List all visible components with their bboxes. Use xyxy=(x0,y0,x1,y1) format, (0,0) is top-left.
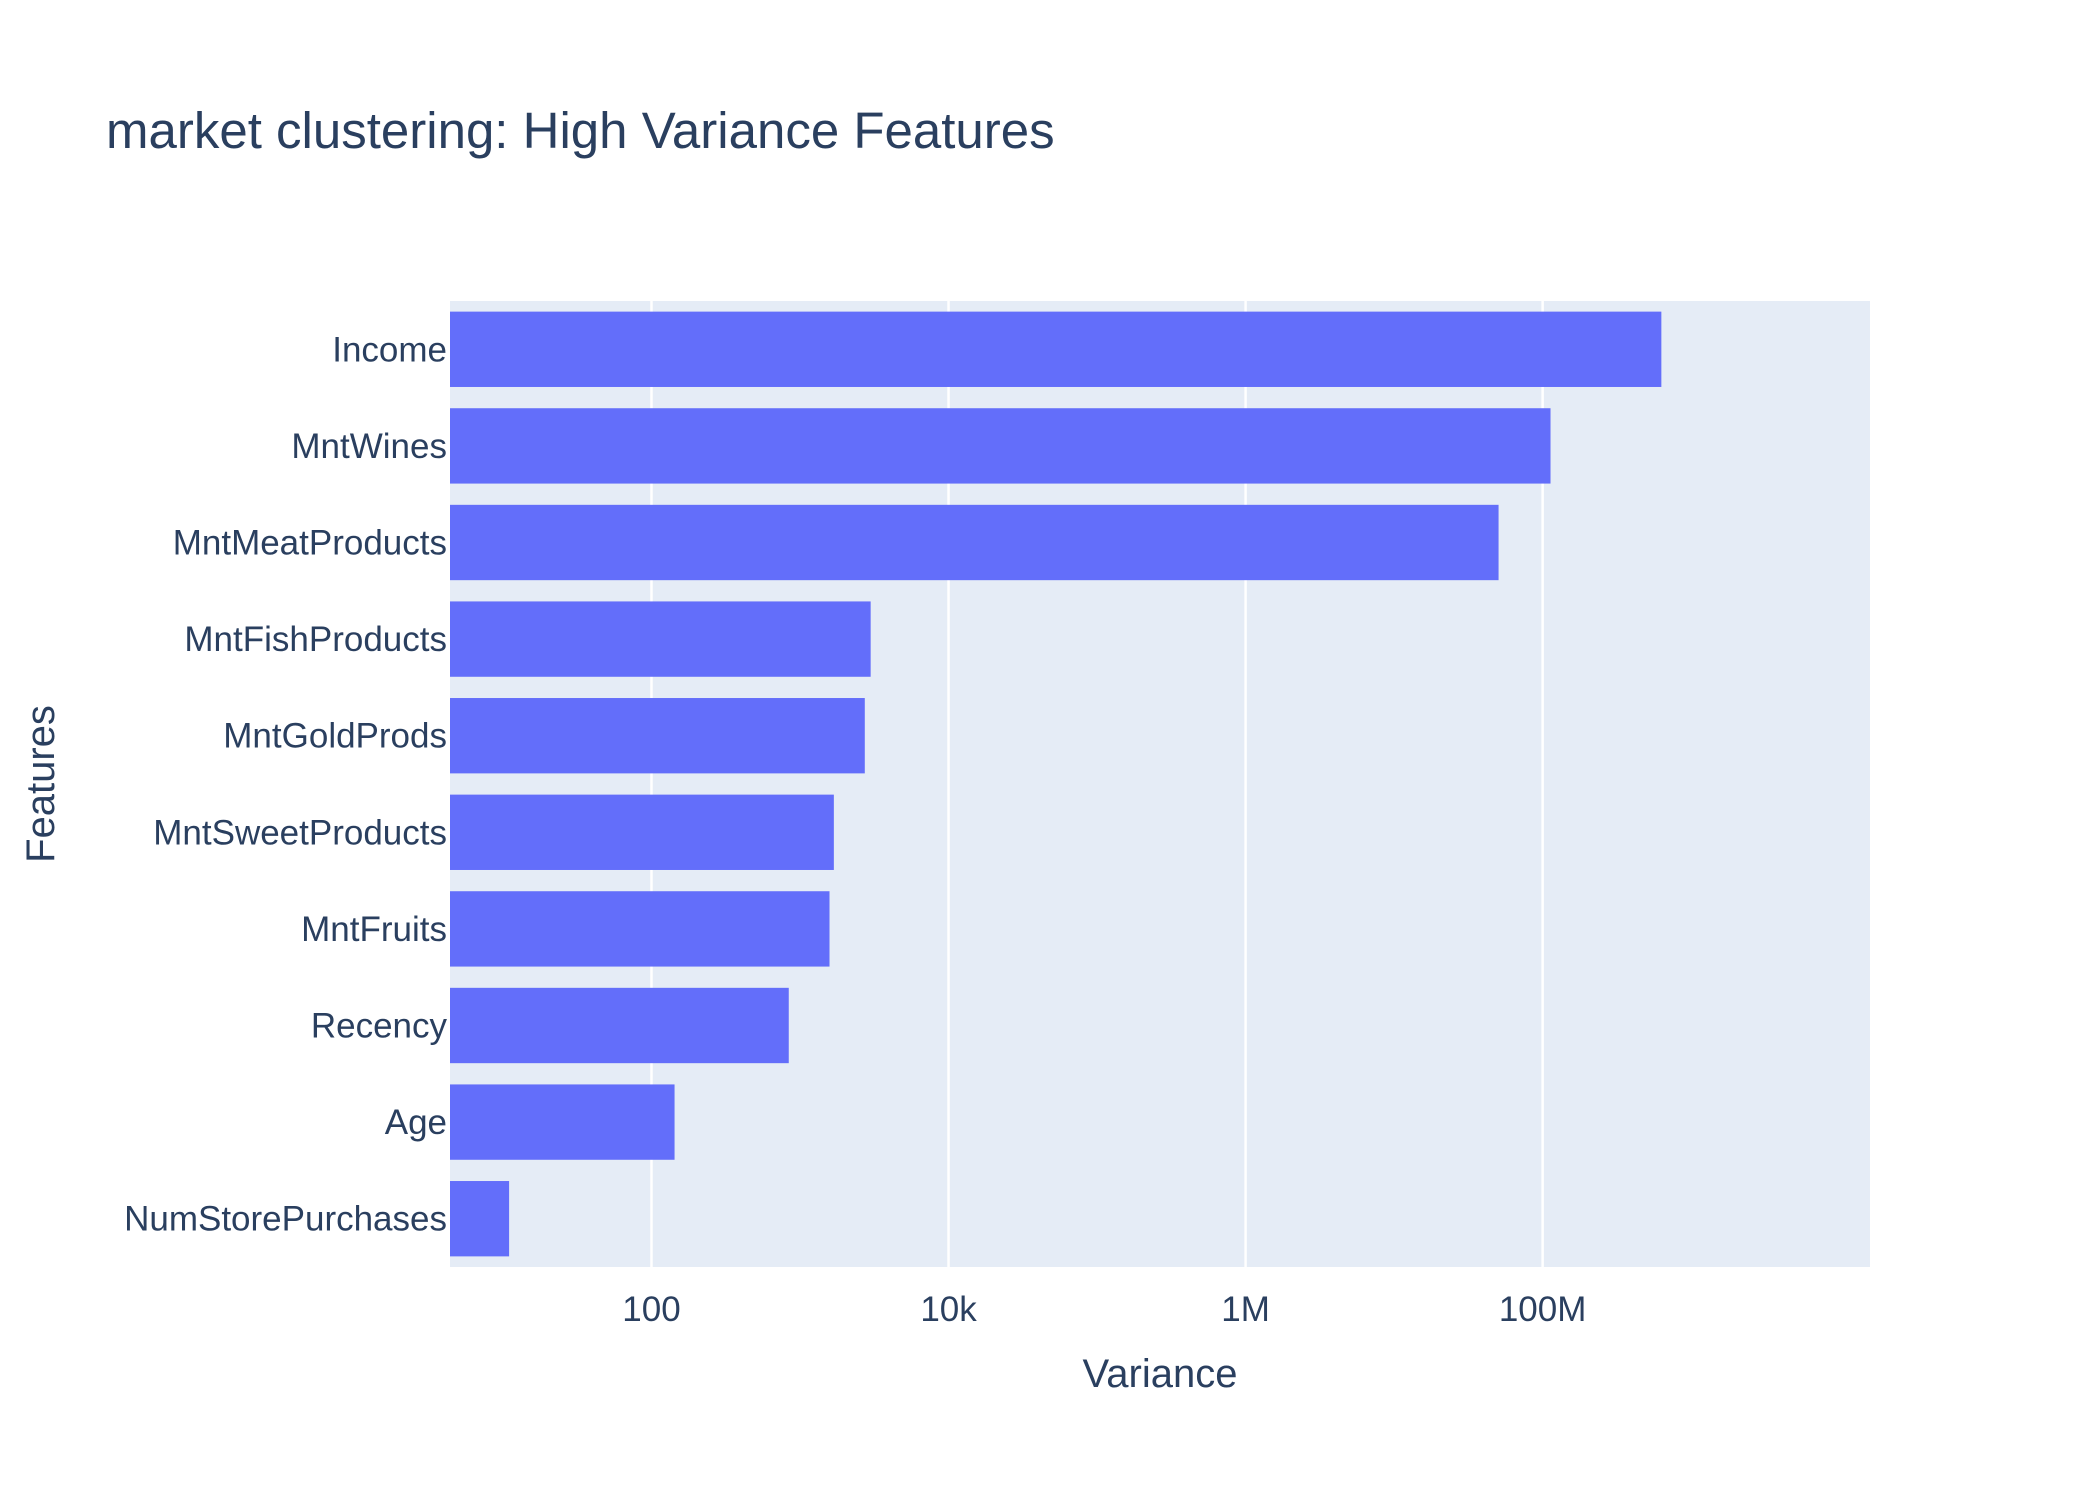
y-axis-title: Features xyxy=(19,705,63,863)
y-tick-label: MntWines xyxy=(291,427,447,466)
y-tick-label: Age xyxy=(385,1103,447,1142)
bar xyxy=(450,504,1499,581)
bars xyxy=(450,311,1662,1257)
bar xyxy=(450,601,871,677)
y-tick-label: MntFruits xyxy=(301,910,447,949)
y-tick-label: MntGoldProds xyxy=(223,717,447,756)
bar xyxy=(450,408,1551,484)
x-tick-label: 10k xyxy=(920,1290,977,1329)
bar xyxy=(450,987,789,1064)
bar xyxy=(450,1084,675,1160)
y-tick-labels: Income MntWines MntMeatProducts MntFishProd… xyxy=(124,330,447,1238)
y-tick-label: Income xyxy=(332,330,447,369)
bar xyxy=(450,794,834,870)
x-tick-label: 100 xyxy=(622,1290,680,1329)
bar xyxy=(450,698,865,774)
y-tick-label: Recency xyxy=(311,1007,448,1046)
bar xyxy=(450,891,830,967)
y-tick-label: MntMeatProducts xyxy=(173,524,447,563)
x-axis-title: Variance xyxy=(1083,1352,1238,1396)
bar xyxy=(450,1181,510,1257)
bar xyxy=(450,311,1662,387)
y-tick-label: NumStorePurchases xyxy=(124,1200,447,1239)
y-tick-label: MntFishProducts xyxy=(184,620,447,659)
x-tick-labels: 100 10k 1M 100M xyxy=(622,1290,1586,1329)
chart-title: market clustering: High Variance Feature… xyxy=(106,102,1055,159)
y-tick-label: MntSweetProducts xyxy=(153,813,447,852)
x-tick-label: 100M xyxy=(1499,1290,1587,1329)
x-tick-label: 1M xyxy=(1221,1290,1270,1329)
